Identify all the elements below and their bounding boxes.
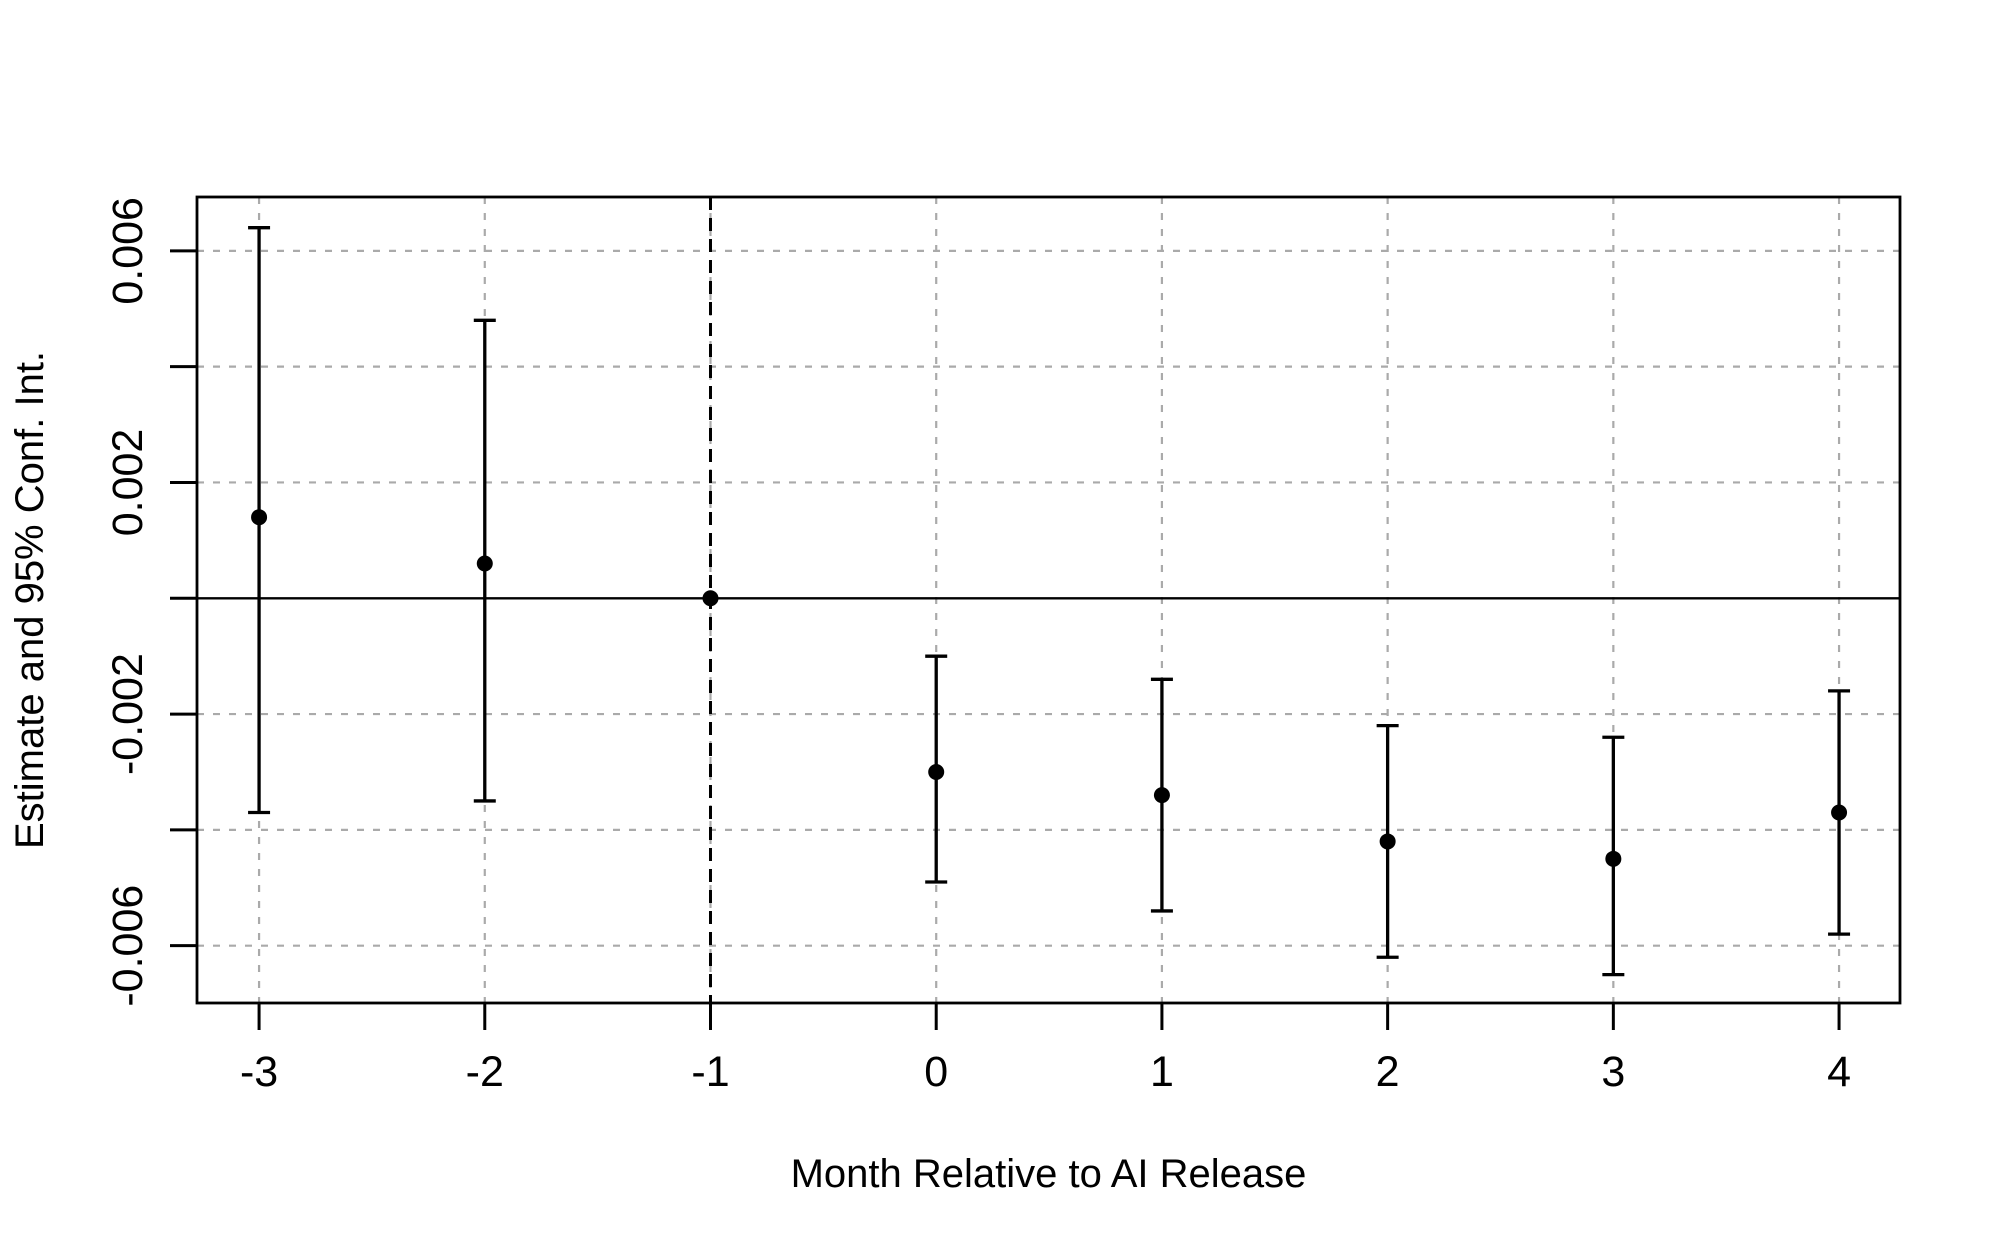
estimate-month-0 xyxy=(925,654,948,884)
x-tick-label: 0 xyxy=(924,1048,948,1096)
estimate-point xyxy=(1153,787,1170,804)
x-tick-label: -3 xyxy=(240,1048,278,1096)
estimate-point xyxy=(702,590,719,607)
x-tick-label: 4 xyxy=(1827,1048,1851,1096)
y-tick-label: -0.006 xyxy=(104,885,152,1007)
x-tick-label: -2 xyxy=(466,1048,504,1096)
estimate-month-4 xyxy=(1828,689,1851,936)
x-tick-label: -1 xyxy=(691,1048,729,1096)
estimate-point xyxy=(1379,833,1396,850)
estimate-point xyxy=(476,555,493,572)
estimate-month--1 xyxy=(702,590,719,607)
x-tick-label: 2 xyxy=(1376,1048,1400,1096)
estimate-month-2 xyxy=(1376,723,1399,959)
x-axis-title: Month Relative to AI Release xyxy=(790,1152,1307,1196)
estimate-point xyxy=(928,763,945,780)
estimate-point xyxy=(251,509,268,526)
y-tick-label: -0.002 xyxy=(104,653,152,775)
estimate-month--2 xyxy=(473,318,496,803)
estimate-month-3 xyxy=(1602,735,1625,977)
x-tick-label: 3 xyxy=(1601,1048,1625,1096)
estimate-point xyxy=(1831,804,1848,821)
y-tick-label: 0.002 xyxy=(104,429,152,537)
estimate-month-1 xyxy=(1150,677,1173,913)
estimate-month--3 xyxy=(248,226,271,815)
estimate-point xyxy=(1605,850,1622,867)
y-tick-label: 0.006 xyxy=(104,197,152,305)
plot-box xyxy=(195,195,1902,1005)
x-tick-label: 1 xyxy=(1150,1048,1174,1096)
y-axis-title: Estimate and 95% Conf. Int. xyxy=(8,350,52,850)
